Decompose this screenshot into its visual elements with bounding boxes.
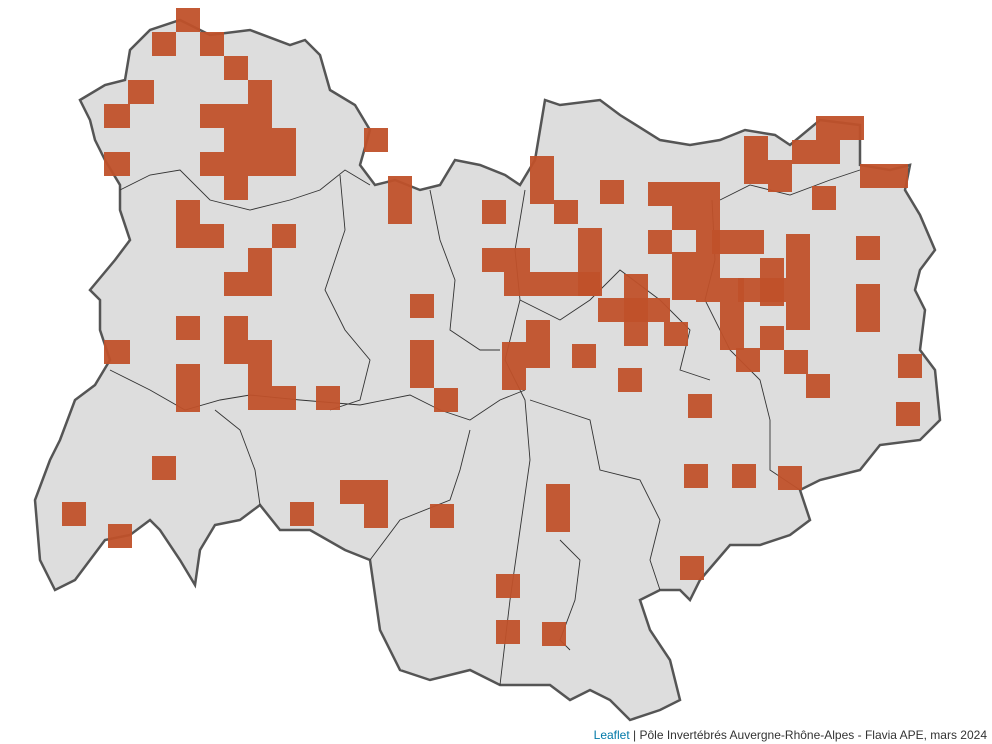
occurrence-cell[interactable]: [224, 316, 248, 364]
occurrence-cell[interactable]: [664, 322, 688, 346]
occurrence-cell[interactable]: [152, 32, 176, 56]
occurrence-cell[interactable]: [62, 502, 86, 526]
occurrence-cell[interactable]: [856, 284, 880, 332]
occurrence-cell[interactable]: [364, 128, 388, 152]
occurrence-cell[interactable]: [600, 180, 624, 204]
attribution-separator: |: [629, 728, 640, 742]
occurrence-cell[interactable]: [340, 480, 388, 504]
occurrence-cell[interactable]: [272, 128, 296, 176]
occurrence-cell[interactable]: [812, 186, 836, 210]
department-boundary: [119, 169, 371, 211]
occurrence-cell[interactable]: [200, 104, 224, 128]
occurrence-cell[interactable]: [224, 56, 248, 80]
occurrence-cell[interactable]: [768, 160, 792, 192]
department-boundary: [719, 169, 861, 201]
occurrence-cell[interactable]: [496, 574, 520, 598]
department-boundary: [214, 409, 261, 506]
department-boundary: [529, 399, 661, 591]
occurrence-grid: [62, 8, 922, 646]
occurrence-cell[interactable]: [648, 182, 720, 206]
occurrence-cell[interactable]: [496, 620, 520, 644]
occurrence-cell[interactable]: [578, 228, 602, 296]
occurrence-cell[interactable]: [290, 502, 314, 526]
occurrence-cell[interactable]: [224, 104, 248, 200]
occurrence-cell[interactable]: [200, 224, 224, 248]
occurrence-cell[interactable]: [364, 504, 388, 528]
occurrence-cell[interactable]: [526, 320, 550, 368]
occurrence-cell[interactable]: [860, 164, 908, 188]
department-boundary: [429, 189, 500, 351]
occurrence-cell[interactable]: [200, 32, 224, 56]
occurrence-cell[interactable]: [744, 136, 768, 184]
occurrence-cell[interactable]: [200, 152, 224, 176]
occurrence-cell[interactable]: [108, 524, 132, 548]
occurrence-cell[interactable]: [410, 294, 434, 318]
occurrence-cell[interactable]: [388, 176, 412, 224]
occurrence-cell[interactable]: [792, 140, 840, 164]
occurrence-cell[interactable]: [272, 224, 296, 248]
occurrence-cell[interactable]: [152, 456, 176, 480]
occurrence-cell[interactable]: [502, 342, 526, 390]
occurrence-cell[interactable]: [248, 80, 272, 176]
occurrence-cell[interactable]: [104, 104, 130, 128]
occurrence-cell[interactable]: [572, 344, 596, 368]
occurrence-cell[interactable]: [410, 340, 434, 388]
occurrence-cell[interactable]: [784, 350, 808, 374]
occurrence-cell[interactable]: [672, 252, 696, 300]
occurrence-cell[interactable]: [176, 200, 200, 248]
leaflet-link[interactable]: Leaflet: [593, 728, 630, 742]
occurrence-cell[interactable]: [816, 116, 864, 140]
occurrence-cell[interactable]: [316, 386, 340, 410]
occurrence-cell[interactable]: [546, 484, 570, 532]
occurrence-cell[interactable]: [128, 80, 154, 104]
occurrence-cell[interactable]: [736, 348, 760, 372]
occurrence-cell[interactable]: [684, 464, 708, 488]
occurrence-cell[interactable]: [176, 8, 200, 32]
occurrence-cell[interactable]: [648, 230, 672, 254]
occurrence-cell[interactable]: [646, 298, 670, 322]
occurrence-cell[interactable]: [896, 402, 920, 426]
occurrence-cell[interactable]: [672, 206, 696, 230]
occurrence-cell[interactable]: [778, 466, 802, 490]
occurrence-cell[interactable]: [738, 278, 786, 302]
occurrence-cell[interactable]: [618, 368, 642, 392]
occurrence-cell[interactable]: [806, 374, 830, 398]
occurrence-cell[interactable]: [248, 248, 272, 296]
occurrence-cell[interactable]: [554, 200, 578, 224]
occurrence-cell[interactable]: [712, 230, 764, 254]
occurrence-cell[interactable]: [434, 388, 458, 412]
occurrence-cell[interactable]: [760, 326, 784, 350]
occurrence-cell[interactable]: [898, 354, 922, 378]
occurrence-cell[interactable]: [482, 200, 506, 224]
occurrence-cell[interactable]: [680, 556, 704, 580]
department-boundary: [324, 174, 371, 411]
occurrence-cell[interactable]: [856, 236, 880, 260]
occurrence-cell[interactable]: [624, 274, 648, 346]
occurrence-cell[interactable]: [688, 394, 712, 418]
attribution: Leaflet | Pôle Invertébrés Auvergne-Rhôn…: [588, 726, 992, 744]
occurrence-cell[interactable]: [104, 152, 130, 176]
occurrence-cell[interactable]: [732, 464, 756, 488]
occurrence-cell[interactable]: [482, 248, 530, 272]
occurrence-cell[interactable]: [530, 156, 554, 204]
occurrence-cell[interactable]: [248, 340, 272, 410]
occurrence-cell[interactable]: [430, 504, 454, 528]
occurrence-cell[interactable]: [786, 234, 810, 330]
occurrence-cell[interactable]: [104, 340, 130, 364]
occurrence-cell[interactable]: [272, 386, 296, 410]
occurrence-cell[interactable]: [176, 316, 200, 340]
attribution-text: Pôle Invertébrés Auvergne-Rhône-Alpes - …: [639, 728, 987, 742]
occurrence-cell[interactable]: [176, 364, 200, 412]
department-boundary: [369, 429, 471, 561]
occurrence-cell[interactable]: [542, 622, 566, 646]
occurrence-cell[interactable]: [224, 272, 248, 296]
